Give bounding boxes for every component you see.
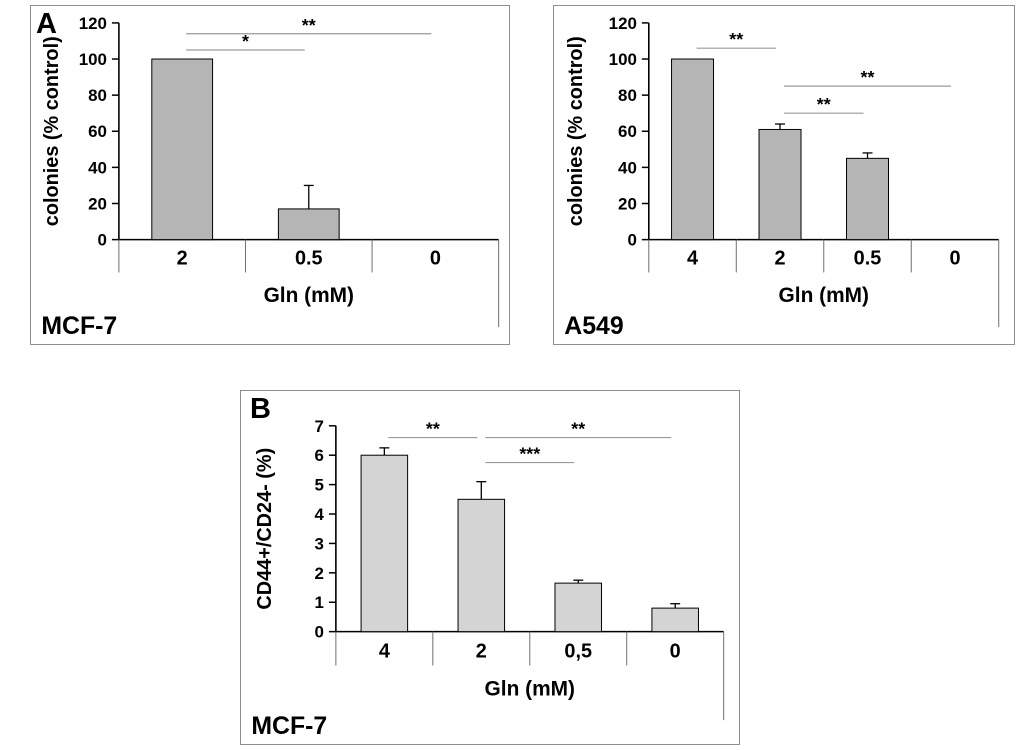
significance-label: ** (817, 94, 831, 114)
y-tick-label: 1 (315, 593, 324, 612)
bar (151, 58, 214, 241)
cell-line-label: MCF-7 (41, 313, 117, 340)
significance-label: ** (729, 29, 743, 49)
bar (277, 208, 340, 241)
y-tick-label: 0 (627, 231, 636, 250)
category-label: 0 (670, 640, 681, 662)
category-label: 0 (430, 247, 441, 269)
y-tick-label: 3 (315, 534, 324, 553)
chart-panel-colonies-mcf7: 0 20 40 60 80 100 120 2 0.5 0 Gln (mM) colonies (% … (30, 5, 510, 345)
y-tick-label: 80 (88, 86, 107, 105)
category-label: 0 (949, 247, 960, 269)
chart-panel-colonies-a549: 0 20 40 60 80 100 120 4 2 0.5 0 Gln (mM) colonies (%… (553, 5, 1015, 345)
y-tick-label: 120 (609, 14, 637, 33)
y-tick-label: 100 (609, 50, 637, 69)
y-tick-label: 7 (315, 417, 324, 436)
y-tick-label: 20 (88, 194, 107, 213)
y-tick-label: 60 (618, 122, 637, 141)
colonies-a549-chart: 0 20 40 60 80 100 120 4 2 0.5 0 Gln (mM) colonies (%… (564, 14, 1000, 340)
colonies-mcf7-chart: 0 20 40 60 80 100 120 2 0.5 0 Gln (mM) colonies (% … (41, 14, 500, 340)
y-tick-label: 2 (315, 564, 324, 583)
y-tick-label: 6 (315, 446, 324, 465)
significance-label: ** (861, 67, 875, 87)
bar (671, 58, 715, 241)
significance-label: ** (426, 419, 440, 439)
x-axis-title: Gln (mM) (485, 677, 575, 700)
cell-line-label: MCF-7 (251, 713, 327, 740)
panel-a-label: A (36, 8, 57, 40)
bar (554, 582, 603, 633)
y-tick-label: 20 (618, 194, 637, 213)
bar (651, 607, 699, 633)
cell-line-label: A549 (564, 313, 623, 340)
chart-panel-cd44-cd24-mcf7: 0 1 2 3 4 5 6 7 4 2 0,5 0 Gln (mM) CD44+/CD24- (%) ** *… (240, 390, 740, 745)
y-tick-label: 60 (88, 122, 107, 141)
category-label: 0.5 (854, 247, 882, 269)
bar (846, 157, 889, 241)
category-label: 2 (774, 247, 785, 269)
y-axis-title: CD44+/CD24- (%) (254, 448, 276, 610)
y-axis-title: colonies (% control) (41, 36, 63, 226)
category-label: 2 (177, 247, 188, 269)
significance-label: ** (302, 15, 316, 35)
category-label: 4 (687, 247, 698, 269)
significance-label: ** (571, 419, 585, 439)
category-label: 2 (476, 640, 487, 662)
category-label: 0.5 (295, 247, 323, 269)
x-axis-title: Gln (mM) (264, 284, 354, 307)
significance-label: * (242, 31, 249, 51)
bar (360, 454, 409, 633)
bar (758, 128, 802, 241)
x-axis-title: Gln (mM) (779, 284, 869, 307)
y-tick-label: 100 (79, 50, 107, 69)
bar (457, 498, 506, 633)
y-tick-label: 5 (315, 476, 324, 495)
significance-label: *** (519, 444, 540, 464)
y-axis-title: colonies (% control) (565, 36, 587, 226)
y-tick-label: 80 (618, 86, 637, 105)
y-tick-label: 4 (315, 505, 325, 524)
category-label: 4 (379, 640, 390, 662)
y-tick-label: 40 (88, 158, 107, 177)
y-tick-label: 0 (98, 231, 107, 250)
y-tick-label: 0 (315, 623, 324, 642)
panel-b-label: B (250, 393, 271, 425)
y-tick-label: 40 (618, 158, 637, 177)
category-label: 0,5 (564, 640, 592, 662)
y-tick-label: 120 (79, 14, 107, 33)
